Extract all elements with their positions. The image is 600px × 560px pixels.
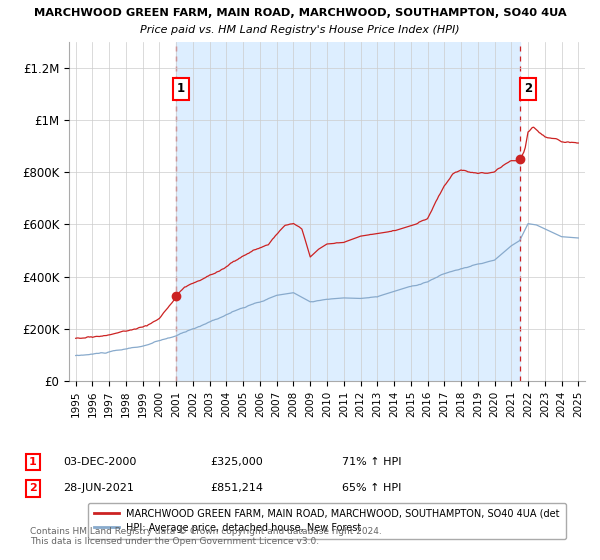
Text: 28-JUN-2021: 28-JUN-2021 (63, 483, 134, 493)
Text: 71% ↑ HPI: 71% ↑ HPI (342, 457, 401, 467)
Legend: MARCHWOOD GREEN FARM, MAIN ROAD, MARCHWOOD, SOUTHAMPTON, SO40 4UA (det, HPI: Ave: MARCHWOOD GREEN FARM, MAIN ROAD, MARCHWO… (88, 503, 566, 539)
Text: 2: 2 (524, 82, 532, 95)
Text: Price paid vs. HM Land Registry's House Price Index (HPI): Price paid vs. HM Land Registry's House … (140, 25, 460, 35)
Text: Contains HM Land Registry data © Crown copyright and database right 2024.
This d: Contains HM Land Registry data © Crown c… (30, 526, 382, 546)
Text: 1: 1 (29, 457, 37, 467)
Text: £325,000: £325,000 (210, 457, 263, 467)
Text: £851,214: £851,214 (210, 483, 263, 493)
Text: 65% ↑ HPI: 65% ↑ HPI (342, 483, 401, 493)
Text: 2: 2 (29, 483, 37, 493)
Text: 03-DEC-2000: 03-DEC-2000 (63, 457, 136, 467)
Bar (176, 42, 520, 381)
Text: MARCHWOOD GREEN FARM, MAIN ROAD, MARCHWOOD, SOUTHAMPTON, SO40 4UA: MARCHWOOD GREEN FARM, MAIN ROAD, MARCHWO… (34, 8, 566, 18)
Text: 1: 1 (177, 82, 185, 95)
